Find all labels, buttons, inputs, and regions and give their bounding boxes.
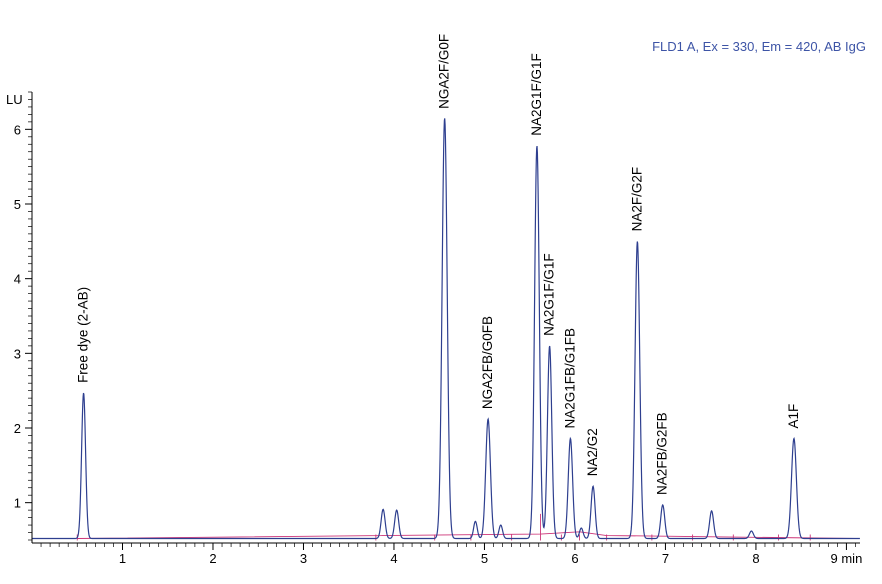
- peak-label: NA2G1F/G1F: [529, 53, 544, 136]
- x-tick-label: 5: [481, 551, 488, 566]
- y-tick-label: 4: [14, 272, 21, 287]
- y-axis-unit-label: LU: [6, 92, 23, 107]
- y-tick-label: 5: [14, 197, 21, 212]
- x-tick-label: 3: [300, 551, 307, 566]
- peak-label: NA2G1F/G1F: [542, 253, 557, 336]
- y-tick-label: 1: [14, 496, 21, 511]
- y-tick-label: 3: [14, 346, 21, 361]
- axes: 1 2 3 4 5 6 7 8 9 min 1 2 3 4 5 6: [14, 91, 863, 566]
- x-tick-label: 4: [390, 551, 397, 566]
- signal-trace-layer: [32, 118, 860, 540]
- peak-label: NA2FB/G2FB: [655, 412, 670, 495]
- peak-label: NA2/G2: [585, 428, 600, 476]
- y-tick-label: 2: [14, 421, 21, 436]
- peak-label: NA2F/G2F: [629, 167, 644, 232]
- x-tick-label: 2: [209, 551, 216, 566]
- chart-title: FLD1 A, Ex = 330, Em = 420, AB IgG: [652, 39, 866, 54]
- peak-label: NA2G1FB/G1FB: [562, 328, 577, 429]
- x-tick-label: 6: [571, 551, 578, 566]
- x-tick-label: 1: [119, 551, 126, 566]
- peak-label: NGA2FB/G0FB: [480, 316, 495, 409]
- integration-baseline: [76, 513, 856, 541]
- integration-baseline-line: [77, 531, 856, 539]
- peak-label: A1F: [786, 404, 801, 429]
- x-tick-label: 7: [662, 551, 669, 566]
- peak-label: Free dye (2-AB): [76, 287, 91, 383]
- y-tick-label: 6: [14, 122, 21, 137]
- peak-annotations: Free dye (2-AB) NGA2F/G0F NGA2FB/G0FB NA2G1…: [76, 34, 801, 495]
- signal-trace: [32, 118, 860, 540]
- x-tick-label: 8: [752, 551, 759, 566]
- x-tick-label: 9 min: [831, 551, 863, 566]
- peak-label: NGA2F/G0F: [437, 34, 452, 109]
